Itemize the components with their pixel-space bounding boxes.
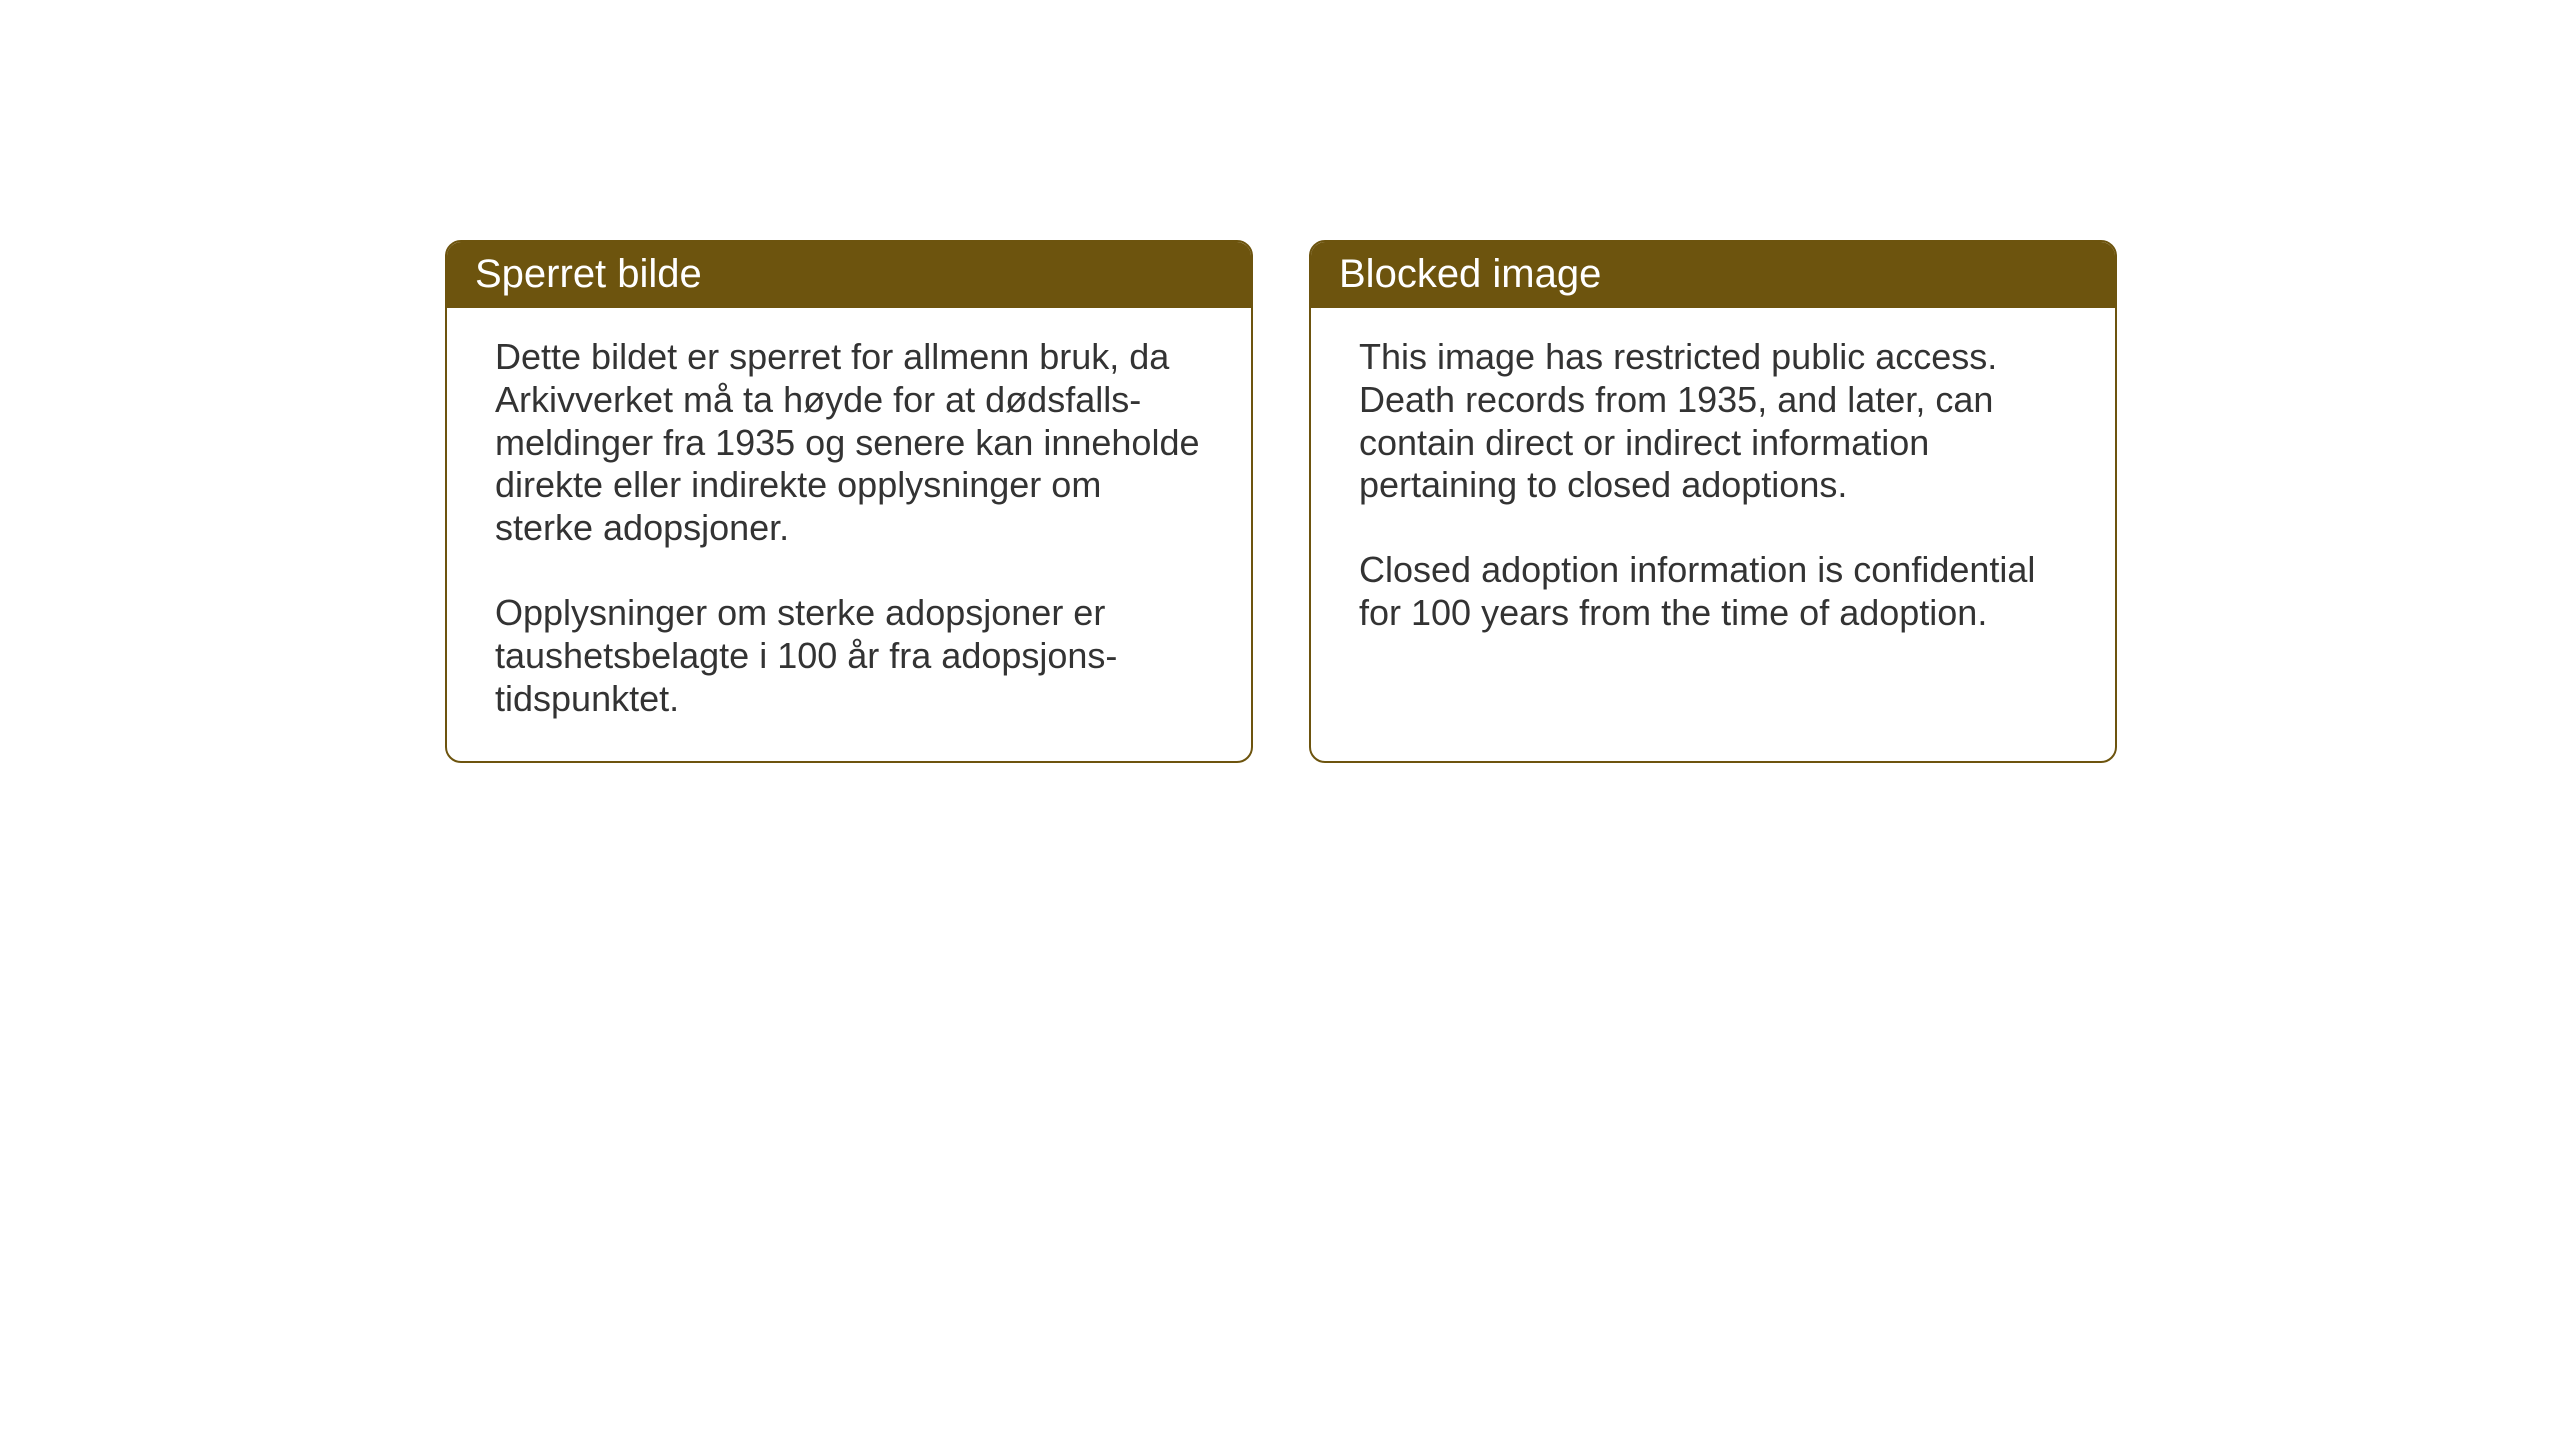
panel-body-english: This image has restricted public access.… — [1311, 308, 2115, 748]
notice-panel-english: Blocked image This image has restricted … — [1309, 240, 2117, 763]
panel-title-norwegian: Sperret bilde — [475, 252, 702, 296]
panel-body-norwegian: Dette bildet er sperret for allmenn bruk… — [447, 308, 1251, 761]
notice-panel-norwegian: Sperret bilde Dette bildet er sperret fo… — [445, 240, 1253, 763]
paragraph-english-1: This image has restricted public access.… — [1359, 336, 2071, 507]
panel-title-english: Blocked image — [1339, 252, 1601, 296]
panel-header-norwegian: Sperret bilde — [447, 242, 1251, 308]
notice-container: Sperret bilde Dette bildet er sperret fo… — [445, 240, 2117, 763]
panel-header-english: Blocked image — [1311, 242, 2115, 308]
paragraph-norwegian-2: Opplysninger om sterke adopsjoner er tau… — [495, 592, 1207, 720]
paragraph-english-2: Closed adoption information is confident… — [1359, 549, 2071, 635]
paragraph-norwegian-1: Dette bildet er sperret for allmenn bruk… — [495, 336, 1207, 550]
